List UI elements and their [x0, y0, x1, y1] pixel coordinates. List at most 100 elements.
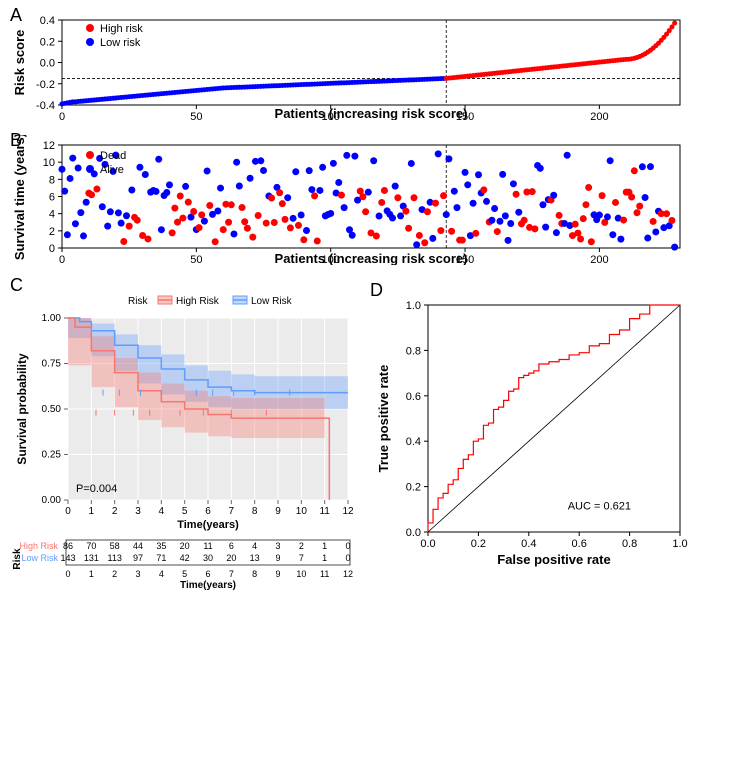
svg-text:7: 7 — [299, 553, 304, 563]
panel-row-cd: C 0.000.250.500.751.000123456789101112Su… — [10, 280, 730, 605]
svg-text:11: 11 — [203, 541, 212, 551]
panel-c-risk-table: RiskHigh Risk86705844352011643210Low Ris… — [10, 535, 370, 590]
svg-text:3: 3 — [275, 541, 280, 551]
svg-text:Dead: Dead — [100, 150, 126, 162]
svg-text:9: 9 — [275, 506, 281, 517]
svg-text:Low Risk: Low Risk — [21, 553, 58, 563]
panel-d: D 0.00.20.40.60.81.00.00.20.40.60.81.0Tr… — [370, 280, 692, 590]
svg-text:50: 50 — [190, 254, 202, 265]
svg-text:1: 1 — [322, 553, 327, 563]
svg-text:0: 0 — [59, 254, 65, 265]
svg-text:2: 2 — [299, 541, 304, 551]
svg-text:9: 9 — [275, 569, 280, 579]
panel-a-chart: -0.4-0.20.00.20.4050100150200Risk scoreP… — [10, 10, 700, 120]
svg-text:3: 3 — [135, 506, 141, 517]
svg-text:86: 86 — [63, 541, 73, 551]
svg-text:10: 10 — [296, 569, 306, 579]
svg-text:8: 8 — [252, 506, 258, 517]
svg-text:12: 12 — [343, 569, 353, 579]
svg-text:Risk: Risk — [128, 296, 148, 307]
svg-text:Risk score: Risk score — [12, 30, 27, 96]
svg-text:2: 2 — [112, 569, 117, 579]
panel-c-label: C — [10, 275, 23, 296]
svg-text:10: 10 — [296, 506, 308, 517]
svg-text:35: 35 — [156, 541, 166, 551]
svg-text:42: 42 — [180, 553, 190, 563]
svg-text:Patients (increasing risk scor: Patients (increasing risk score) — [275, 251, 468, 265]
svg-text:1.0: 1.0 — [672, 538, 687, 550]
panel-d-label: D — [370, 280, 383, 301]
svg-text:20: 20 — [180, 541, 190, 551]
svg-text:0.75: 0.75 — [42, 359, 62, 370]
svg-text:3: 3 — [135, 569, 140, 579]
panel-b: B 024681012050100150200Survival time (ye… — [10, 135, 730, 265]
svg-text:9: 9 — [275, 553, 280, 563]
panel-a: A -0.4-0.20.00.20.4050100150200Risk scor… — [10, 10, 730, 120]
svg-text:6: 6 — [205, 569, 210, 579]
svg-text:4: 4 — [159, 506, 165, 517]
svg-text:8: 8 — [49, 174, 55, 186]
svg-text:0.0: 0.0 — [420, 538, 435, 550]
svg-text:8: 8 — [252, 569, 257, 579]
svg-text:4: 4 — [159, 569, 164, 579]
svg-text:AUC = 0.621: AUC = 0.621 — [568, 500, 631, 512]
svg-text:200: 200 — [590, 254, 608, 265]
svg-text:5: 5 — [182, 569, 187, 579]
svg-text:0.25: 0.25 — [42, 450, 62, 461]
svg-text:12: 12 — [43, 140, 55, 152]
svg-text:1.0: 1.0 — [406, 300, 421, 312]
svg-text:-0.2: -0.2 — [36, 79, 55, 91]
svg-text:0.4: 0.4 — [40, 15, 55, 27]
svg-text:0.2: 0.2 — [40, 36, 55, 48]
svg-text:143: 143 — [60, 553, 75, 563]
svg-text:False positive rate: False positive rate — [497, 552, 610, 567]
panel-b-label: B — [10, 130, 22, 151]
svg-text:0.4: 0.4 — [406, 436, 421, 448]
svg-text:0: 0 — [65, 506, 71, 517]
svg-text:0.0: 0.0 — [40, 58, 55, 70]
svg-text:-0.4: -0.4 — [36, 100, 55, 112]
svg-text:Survival time (years): Survival time (years) — [12, 135, 27, 260]
svg-text:71: 71 — [156, 553, 166, 563]
svg-text:200: 200 — [590, 111, 608, 120]
svg-text:6: 6 — [229, 541, 234, 551]
svg-text:131: 131 — [84, 553, 99, 563]
svg-text:7: 7 — [229, 506, 235, 517]
svg-text:10: 10 — [43, 157, 55, 169]
svg-text:113: 113 — [107, 553, 121, 563]
svg-text:0.4: 0.4 — [521, 538, 536, 550]
svg-text:6: 6 — [49, 192, 55, 204]
svg-text:Low Risk: Low Risk — [251, 296, 293, 307]
svg-text:0: 0 — [49, 243, 55, 255]
svg-text:30: 30 — [203, 553, 213, 563]
svg-text:High Risk: High Risk — [19, 541, 58, 551]
svg-text:0: 0 — [65, 569, 70, 579]
svg-text:Survival probability: Survival probability — [15, 353, 29, 465]
svg-text:4: 4 — [49, 209, 55, 221]
svg-text:12: 12 — [342, 506, 354, 517]
panel-c-chart: 0.000.250.500.751.000123456789101112Surv… — [10, 280, 370, 535]
svg-text:Time(years): Time(years) — [177, 519, 239, 531]
svg-text:5: 5 — [182, 506, 188, 517]
svg-text:13: 13 — [250, 553, 260, 563]
svg-text:High Risk: High Risk — [176, 296, 220, 307]
svg-text:0.50: 0.50 — [42, 404, 62, 415]
svg-text:4: 4 — [252, 541, 257, 551]
svg-text:0.0: 0.0 — [406, 527, 421, 539]
svg-text:50: 50 — [190, 111, 202, 120]
svg-text:7: 7 — [229, 569, 234, 579]
svg-text:58: 58 — [110, 541, 120, 551]
svg-text:0.2: 0.2 — [406, 482, 421, 494]
svg-text:6: 6 — [205, 506, 211, 517]
panel-b-chart: 024681012050100150200Survival time (year… — [10, 135, 700, 265]
svg-text:Time(years): Time(years) — [180, 580, 236, 590]
panel-c: C 0.000.250.500.751.000123456789101112Su… — [10, 280, 370, 590]
svg-text:2: 2 — [49, 226, 55, 238]
svg-text:Low risk: Low risk — [100, 37, 141, 49]
svg-text:1: 1 — [89, 569, 94, 579]
svg-text:0: 0 — [59, 111, 65, 120]
svg-text:70: 70 — [86, 541, 96, 551]
svg-text:1: 1 — [89, 506, 95, 517]
svg-text:97: 97 — [133, 553, 143, 563]
svg-text:2: 2 — [112, 506, 118, 517]
